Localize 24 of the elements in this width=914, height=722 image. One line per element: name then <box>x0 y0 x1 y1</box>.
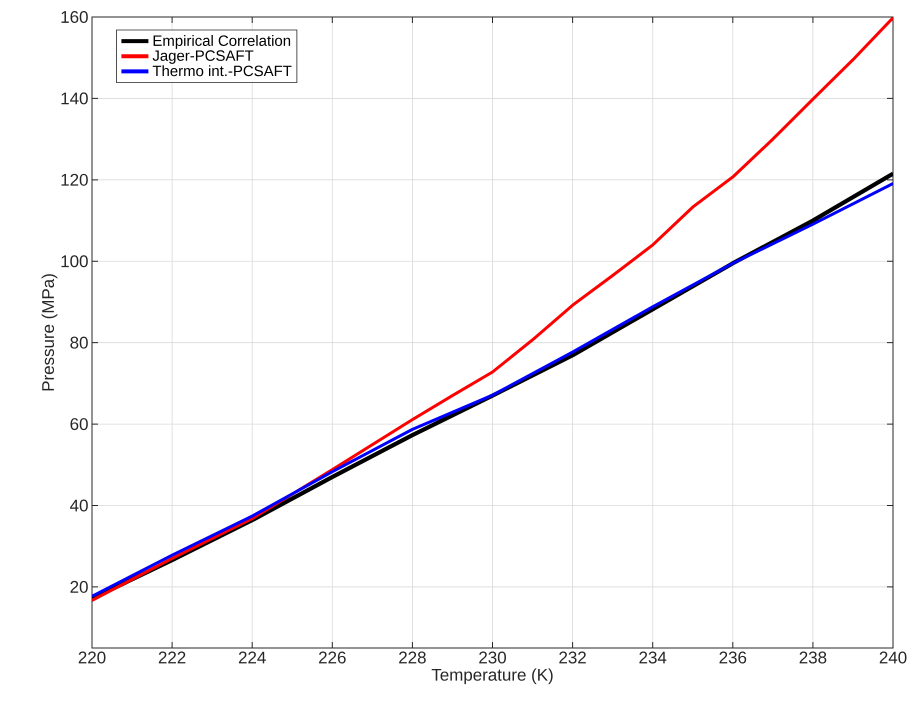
x-tick-label: 230 <box>479 652 506 664</box>
y-tick-label: 20 <box>70 580 88 593</box>
x-tick-label: 236 <box>720 652 746 664</box>
x-tick-label: 226 <box>319 652 346 664</box>
y-axis-title: Pressure (MPa) <box>42 274 58 390</box>
y-tick-label: 160 <box>62 10 88 23</box>
y-tick-label: 140 <box>62 92 88 104</box>
y-tick-label: 60 <box>70 418 88 430</box>
y-tick-label: 120 <box>62 174 88 186</box>
legend-label: Jager-PCSAFT <box>152 50 254 64</box>
x-tick-label: 232 <box>559 652 586 664</box>
y-tick-label: 80 <box>70 336 88 349</box>
x-axis-title: Temperature (K) <box>432 668 553 684</box>
x-tick-label: 222 <box>158 652 186 664</box>
x-tick-label: 228 <box>399 652 426 664</box>
y-tick-label: 40 <box>70 500 88 512</box>
legend-label: Thermo int.-PCSAFT <box>152 65 292 76</box>
x-tick-label: 234 <box>639 652 666 664</box>
x-tick-label: 220 <box>78 652 106 664</box>
legend-label: Empirical Correlation <box>154 34 290 49</box>
x-tick-label: 238 <box>800 652 826 664</box>
y-tick-label: 100 <box>62 255 88 268</box>
x-tick-label: 224 <box>238 652 266 664</box>
x-tick-label: 240 <box>880 652 906 664</box>
